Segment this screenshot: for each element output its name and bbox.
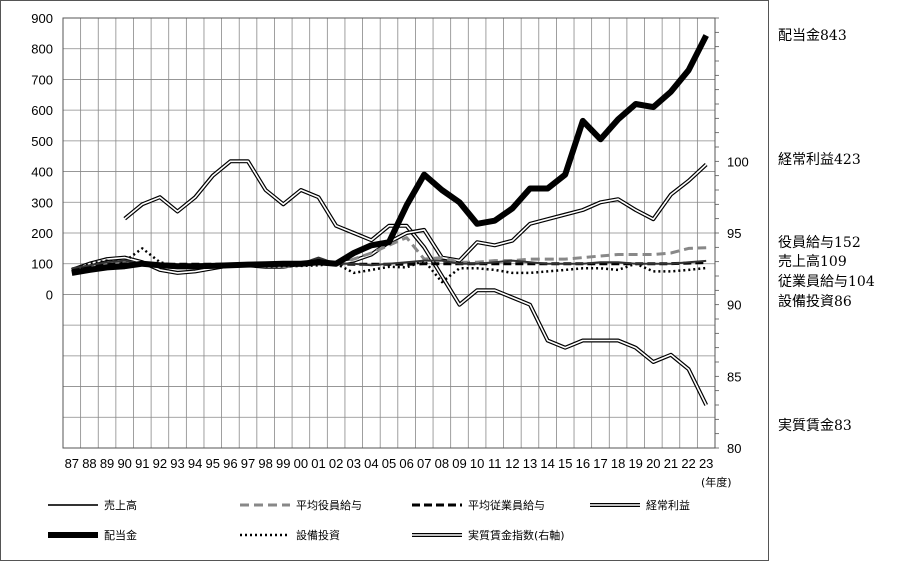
x-tick-label: 00 xyxy=(294,456,308,471)
y-left-tick-label: 800 xyxy=(31,42,53,57)
legend-label: 設備投資 xyxy=(296,528,340,542)
y-left-tick-label: 900 xyxy=(31,11,53,26)
series-line-3 xyxy=(71,163,708,275)
label-officer-pay: 役員給与152 xyxy=(778,235,861,251)
x-tick-label: 05 xyxy=(382,456,396,471)
x-tick-label: 87 xyxy=(65,456,79,471)
y-left-tick-label: 300 xyxy=(31,195,53,210)
x-tick-label: 04 xyxy=(364,456,378,471)
x-tick-label: 03 xyxy=(347,456,361,471)
y-left-tick-label: 400 xyxy=(31,165,53,180)
y-left-tick-label: 700 xyxy=(31,72,53,87)
legend-label: 経常利益 xyxy=(646,498,690,512)
label-employee-pay: 従業員給与104 xyxy=(778,274,875,290)
x-tick-label: 02 xyxy=(329,456,343,471)
legend-label: 平均役員給与 xyxy=(296,498,362,512)
chart-frame xyxy=(0,0,769,561)
x-tick-label: 89 xyxy=(100,456,114,471)
x-tick-label: 09 xyxy=(452,456,466,471)
x-tick-label: 23 xyxy=(699,456,713,471)
y-right-tick-label: 80 xyxy=(727,441,741,456)
x-tick-label: 01 xyxy=(311,456,325,471)
x-tick-label: 14 xyxy=(540,456,554,471)
series-line-6 xyxy=(124,160,707,406)
label-sales: 売上高109 xyxy=(778,254,847,270)
x-tick-label: 93 xyxy=(170,456,184,471)
x-tick-label: 17 xyxy=(593,456,607,471)
x-tick-label: 91 xyxy=(135,456,149,471)
x-tick-label: 08 xyxy=(435,456,449,471)
x-tick-label: 19 xyxy=(628,456,642,471)
x-tick-label: 94 xyxy=(188,456,202,471)
x-tick-label: 22 xyxy=(681,456,695,471)
x-tick-label: 20 xyxy=(646,456,660,471)
y-left-tick-label: 0 xyxy=(46,287,53,302)
y-left-tick-label: 100 xyxy=(31,257,53,272)
x-tick-label: 11 xyxy=(488,456,502,471)
y-left-tick-label: 600 xyxy=(31,103,53,118)
x-tick-label: 12 xyxy=(505,456,519,471)
y-left-tick-label: 200 xyxy=(31,226,53,241)
x-tick-label: 13 xyxy=(523,456,537,471)
label-capex: 設備投資86 xyxy=(778,294,852,310)
legend-label: 売上高 xyxy=(104,498,137,512)
label-ordinary-profit: 経常利益423 xyxy=(778,152,861,168)
x-tick-label: 18 xyxy=(611,456,625,471)
x-tick-label: 10 xyxy=(470,456,484,471)
x-tick-label: 98 xyxy=(258,456,272,471)
x-axis-label: (年度) xyxy=(701,475,732,489)
x-tick-label: 15 xyxy=(558,456,572,471)
x-tick-label: 07 xyxy=(417,456,431,471)
x-tick-label: 95 xyxy=(206,456,220,471)
x-tick-label: 88 xyxy=(82,456,96,471)
series-line-3 xyxy=(71,163,707,274)
label-dividend: 配当金843 xyxy=(778,28,847,44)
x-tick-label: 21 xyxy=(664,456,678,471)
y-right-tick-label: 100 xyxy=(727,154,749,169)
legend-label: 配当金 xyxy=(104,528,137,542)
x-tick-label: 90 xyxy=(117,456,131,471)
y-right-tick-label: 85 xyxy=(727,369,741,384)
series-line-4 xyxy=(71,34,709,276)
line-chart: 0100200300400500600700800900808590951008… xyxy=(31,11,749,542)
x-tick-label: 06 xyxy=(399,456,413,471)
y-right-tick-label: 95 xyxy=(727,226,741,241)
x-tick-label: 99 xyxy=(276,456,290,471)
y-right-tick-label: 90 xyxy=(727,298,741,313)
legend-label: 実質賃金指数(右軸) xyxy=(468,528,565,542)
x-tick-label: 96 xyxy=(223,456,237,471)
label-real-wage: 実質賃金83 xyxy=(778,418,852,434)
legend-label: 平均従業員給与 xyxy=(468,498,545,512)
y-left-tick-label: 500 xyxy=(31,134,53,149)
x-tick-label: 16 xyxy=(576,456,590,471)
x-tick-label: 97 xyxy=(241,456,255,471)
x-tick-label: 92 xyxy=(153,456,167,471)
